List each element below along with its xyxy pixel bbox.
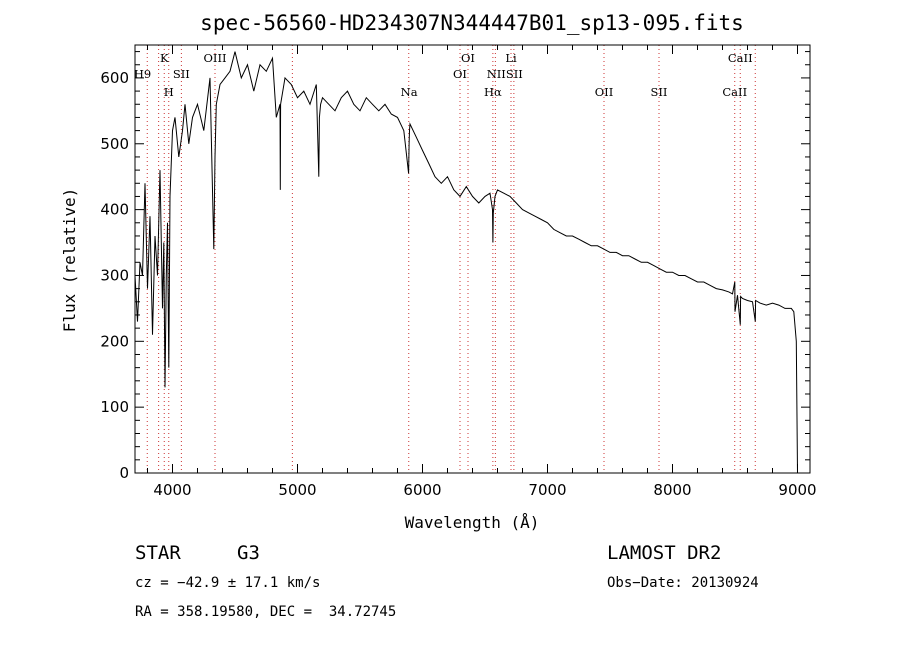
observation-date: Obs−Date: 20130924 — [607, 575, 759, 591]
spectral-line-label: CaII — [728, 51, 753, 65]
plot-frame — [134, 44, 811, 474]
spectral-line-label: H9 — [134, 67, 151, 81]
spectral-line-label: NIISII — [487, 67, 523, 81]
spectral-line-label: OI — [461, 51, 475, 65]
x-tick-label: 5000 — [278, 481, 316, 499]
spectral-line-label: CaII — [722, 85, 747, 99]
x-tick-label: 8000 — [653, 481, 691, 499]
spectral-line-label: OIII — [203, 51, 226, 65]
spectral-subclass: G3 — [237, 542, 260, 564]
y-tick-label: 0 — [119, 464, 129, 482]
x-tick-label: 7000 — [528, 481, 566, 499]
spectral-line-label: OI — [453, 67, 467, 81]
y-tick-label: 400 — [100, 201, 129, 219]
redshift-velocity: cz = −42.9 ± 17.1 km/s — [135, 575, 321, 591]
object-type: STAR — [135, 542, 181, 564]
y-tick-label: 500 — [100, 135, 129, 153]
spectral-line-label: Li — [505, 51, 517, 65]
spectrum-line — [134, 51, 798, 474]
spectral-line-label: SII — [651, 85, 668, 99]
spectral-line-label: SII — [173, 67, 190, 81]
y-tick-label: 300 — [100, 266, 129, 284]
y-tick-label: 200 — [100, 332, 129, 350]
x-tick-label: 9000 — [778, 481, 816, 499]
y-tick-label: 600 — [100, 69, 129, 87]
coordinates: RA = 358.19580, DEC = 34.72745 — [135, 604, 397, 620]
y-axis-label: Flux (relative) — [60, 188, 79, 333]
chart-title: spec-56560-HD234307N344447B01_sp13-095.f… — [200, 11, 744, 35]
survey-name: LAMOST DR2 — [607, 542, 722, 564]
x-tick-label: 6000 — [403, 481, 441, 499]
x-tick-label: 4000 — [153, 481, 191, 499]
spectral-line-label: H — [164, 85, 174, 99]
spectral-line-label: Hα — [484, 85, 502, 99]
y-tick-label: 100 — [100, 398, 129, 416]
spectral-line-label: Na — [401, 85, 418, 99]
spectral-line-label: K — [160, 51, 169, 65]
x-axis-label: Wavelength (Å) — [405, 513, 540, 532]
spectral-line-label: OII — [595, 85, 614, 99]
